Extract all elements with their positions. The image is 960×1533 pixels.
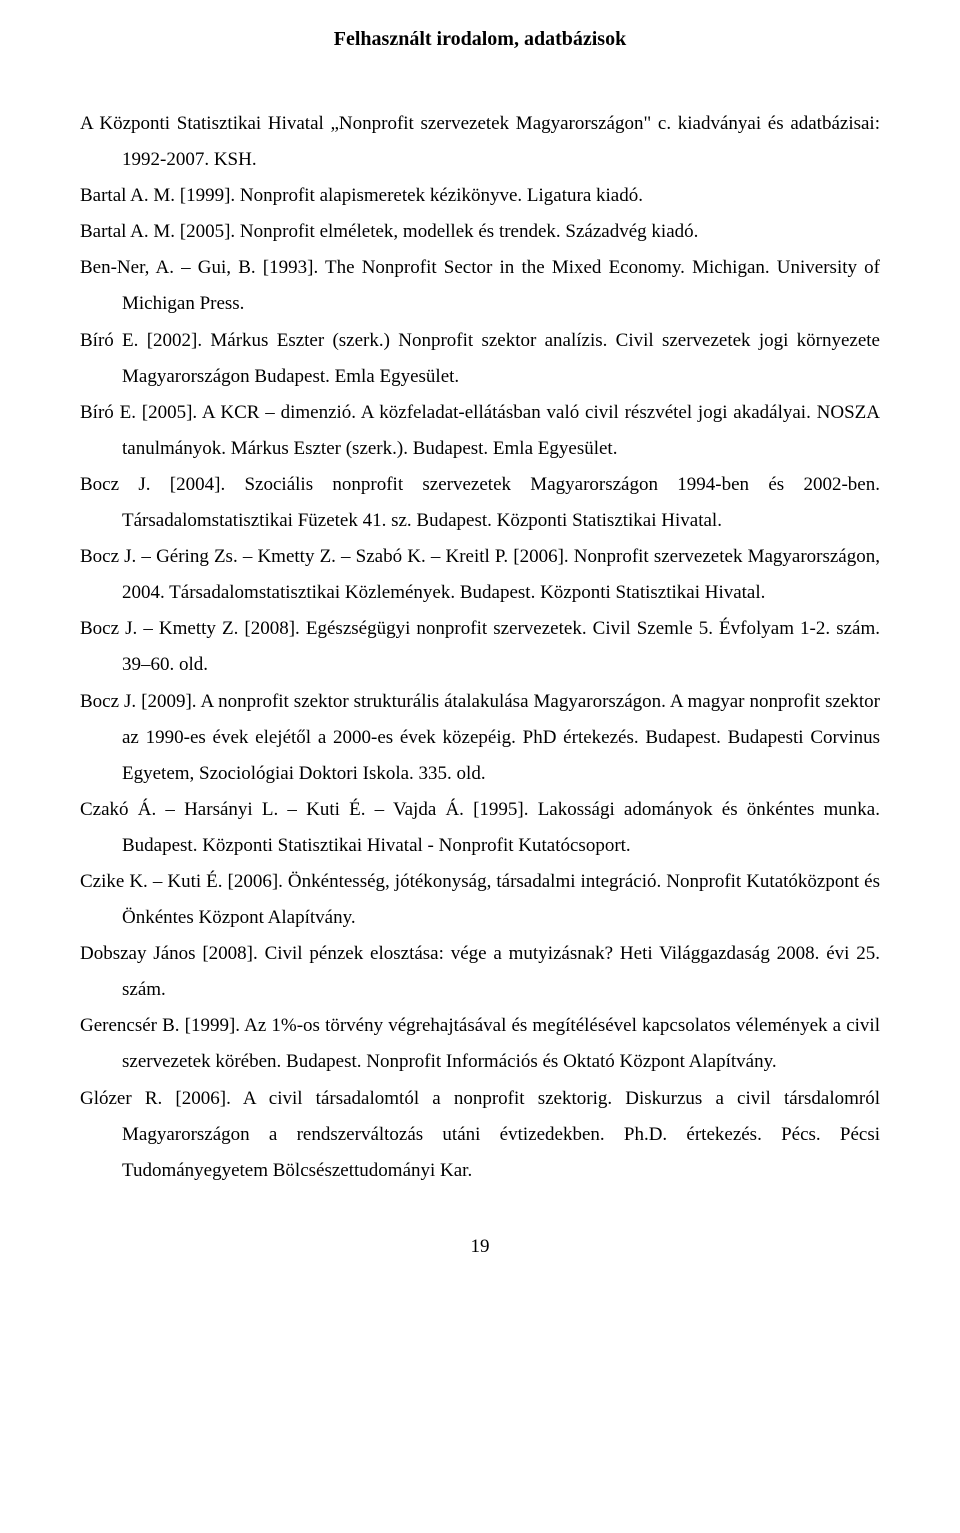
bibliography-entry: Bartal A. M. [2005]. Nonprofit elméletek… [80,214,880,250]
bibliography-entry: Bíró E. [2005]. A KCR – dimenzió. A közf… [80,395,880,467]
bibliography-entry: Bocz J. – Géring Zs. – Kmetty Z. – Szabó… [80,539,880,611]
bibliography-list: A Központi Statisztikai Hivatal „Nonprof… [80,106,880,1189]
page-title: Felhasznált irodalom, adatbázisok [80,20,880,58]
bibliography-entry: Gerencsér B. [1999]. Az 1%-os törvény vé… [80,1008,880,1080]
bibliography-entry: Bartal A. M. [1999]. Nonprofit alapismer… [80,178,880,214]
bibliography-entry: Ben-Ner, A. – Gui, B. [1993]. The Nonpro… [80,250,880,322]
bibliography-entry: A Központi Statisztikai Hivatal „Nonprof… [80,106,880,178]
bibliography-entry: Bocz J. – Kmetty Z. [2008]. Egészségügyi… [80,611,880,683]
page-number: 19 [80,1229,880,1265]
bibliography-entry: Bocz J. [2009]. A nonprofit szektor stru… [80,684,880,792]
bibliography-entry: Czike K. – Kuti É. [2006]. Önkéntesség, … [80,864,880,936]
bibliography-entry: Bíró E. [2002]. Márkus Eszter (szerk.) N… [80,323,880,395]
bibliography-entry: Bocz J. [2004]. Szociális nonprofit szer… [80,467,880,539]
bibliography-entry: Czakó Á. – Harsányi L. – Kuti É. – Vajda… [80,792,880,864]
bibliography-entry: Dobszay János [2008]. Civil pénzek elosz… [80,936,880,1008]
bibliography-entry: Glózer R. [2006]. A civil társadalomtól … [80,1081,880,1189]
